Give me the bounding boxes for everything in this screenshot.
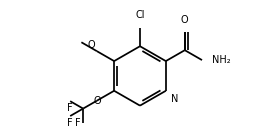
Text: NH₂: NH₂ <box>212 55 231 65</box>
Text: F: F <box>67 103 73 113</box>
Text: N: N <box>171 94 178 104</box>
Text: O: O <box>181 15 188 25</box>
Text: O: O <box>93 96 101 106</box>
Text: Cl: Cl <box>135 10 145 21</box>
Text: F: F <box>67 118 73 128</box>
Text: O: O <box>87 40 95 50</box>
Text: F: F <box>76 118 81 128</box>
